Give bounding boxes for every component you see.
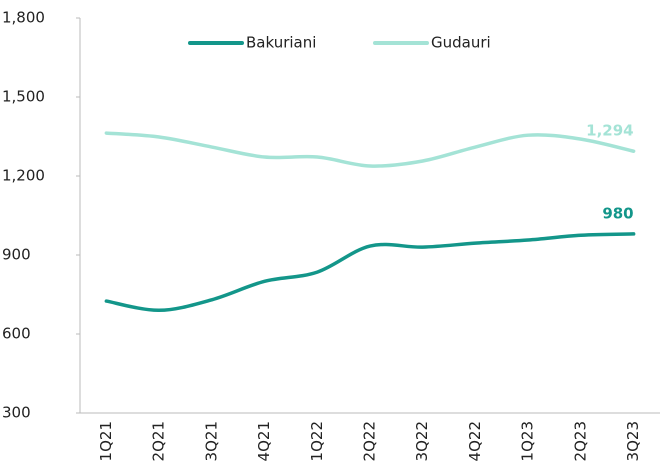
y-tick-label: 1,200 xyxy=(2,167,45,185)
x-tick-label: 3Q21 xyxy=(202,421,220,461)
x-tick-label: 2Q22 xyxy=(361,421,379,461)
data-label: 980 xyxy=(602,204,633,222)
y-tick-label: 900 xyxy=(2,246,31,264)
legend-label: Bakuriani xyxy=(246,34,316,52)
x-tick-label: 4Q21 xyxy=(255,421,273,461)
series-line xyxy=(104,131,636,168)
y-tick-label: 600 xyxy=(2,325,31,343)
x-tick-label: 2Q23 xyxy=(571,421,589,461)
legend-label: Gudauri xyxy=(431,34,491,52)
x-tick-label: 3Q23 xyxy=(624,421,642,461)
data-label: 1,294 xyxy=(586,122,633,140)
x-tick-label: 3Q22 xyxy=(413,421,431,461)
x-tick-label: 1Q21 xyxy=(97,421,115,461)
x-tick-label: 4Q22 xyxy=(466,421,484,461)
y-tick-label: 1,800 xyxy=(2,9,45,27)
y-tick-label: 300 xyxy=(2,404,31,422)
x-tick-label: 1Q23 xyxy=(519,421,537,461)
series-line xyxy=(104,232,636,313)
x-tick-label: 1Q22 xyxy=(308,421,326,461)
x-tick-label: 2Q21 xyxy=(150,421,168,461)
y-tick-label: 1,500 xyxy=(2,88,45,106)
